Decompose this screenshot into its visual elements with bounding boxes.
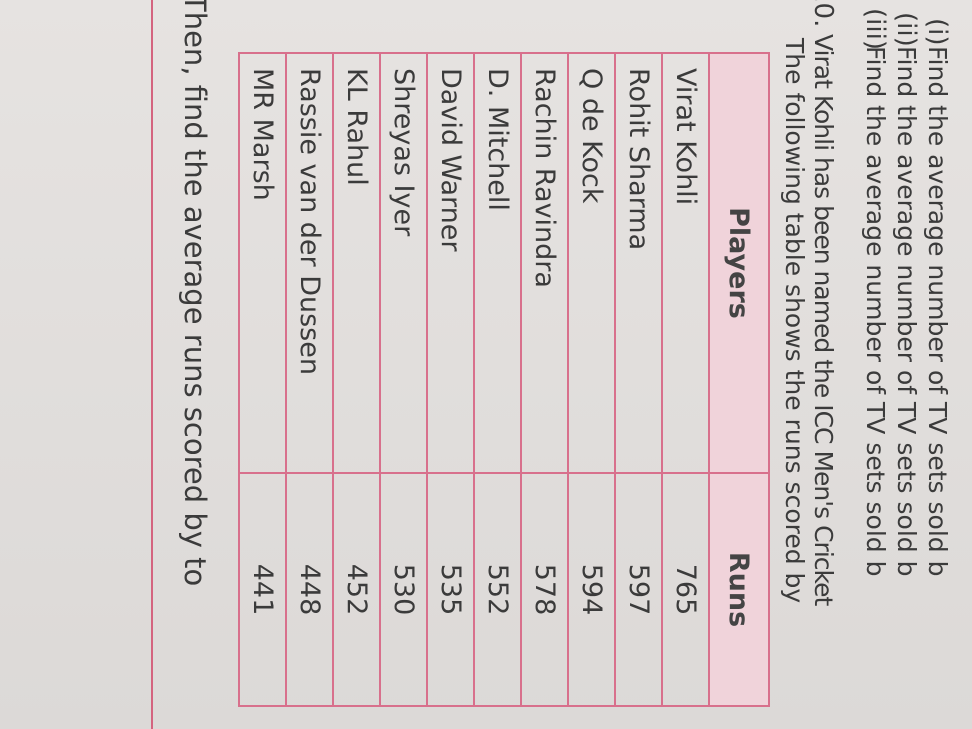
- question-text: Virat Kohli has been named the ICC Men's…: [809, 34, 838, 606]
- table-row: KL Rahul 452: [333, 53, 380, 706]
- player-name: KL Rahul: [333, 53, 380, 473]
- player-name: David Warner: [427, 53, 474, 473]
- sub-item-text: Find the average number of TV sets sold …: [923, 46, 952, 577]
- runs-value: 552: [474, 473, 521, 706]
- runs-value: 441: [239, 473, 286, 706]
- player-name: Rohit Sharma: [615, 53, 662, 473]
- sub-item-text: Find the average number of TV sets sold …: [892, 46, 921, 577]
- player-name: Rassie van der Dussen: [286, 53, 333, 473]
- runs-value: 452: [333, 473, 380, 706]
- player-name: MR Marsh: [239, 53, 286, 473]
- sub-item-label: (ii): [891, 12, 921, 47]
- player-name: Rachin Ravindra: [521, 53, 568, 473]
- table-row: Rassie van der Dussen 448: [286, 53, 333, 706]
- header-players: Players: [709, 53, 769, 473]
- runs-value: 535: [427, 473, 474, 706]
- runs-value: 530: [380, 473, 427, 706]
- player-name: Shreyas Iyer: [380, 53, 427, 473]
- table-row: Rachin Ravindra 578: [521, 53, 568, 706]
- sub-item-label: (i): [922, 18, 952, 46]
- table-row: Virat Kohli 765: [662, 53, 709, 706]
- follow-up-text: Then, find the average runs scored by to: [178, 0, 212, 587]
- player-name: Q de Kock: [568, 53, 615, 473]
- sub-item-label: (iii): [860, 8, 890, 50]
- table-row: Rohit Sharma 597: [615, 53, 662, 706]
- table-row: D. Mitchell 552: [474, 53, 521, 706]
- table-row: Shreyas Iyer 530: [380, 53, 427, 706]
- table-row: Q de Kock 594: [568, 53, 615, 706]
- sub-item-text: Find the average number of TV sets sold …: [861, 46, 890, 577]
- runs-value: 448: [286, 473, 333, 706]
- question-number: 10.: [808, 0, 838, 28]
- runs-value: 578: [521, 473, 568, 706]
- runs-value: 597: [615, 473, 662, 706]
- table-row: David Warner 535: [427, 53, 474, 706]
- table-header-row: Players Runs: [709, 53, 769, 706]
- margin-line: [151, 0, 153, 729]
- runs-value: 765: [662, 473, 709, 706]
- runs-value: 594: [568, 473, 615, 706]
- player-name: D. Mitchell: [474, 53, 521, 473]
- table-row: MR Marsh 441: [239, 53, 286, 706]
- runs-table: Players Runs Virat Kohli 765 Rohit Sharma 5…: [238, 52, 770, 707]
- question-text: The following table shows the runs score…: [780, 38, 809, 604]
- player-name: Virat Kohli: [662, 53, 709, 473]
- header-runs: Runs: [709, 473, 769, 706]
